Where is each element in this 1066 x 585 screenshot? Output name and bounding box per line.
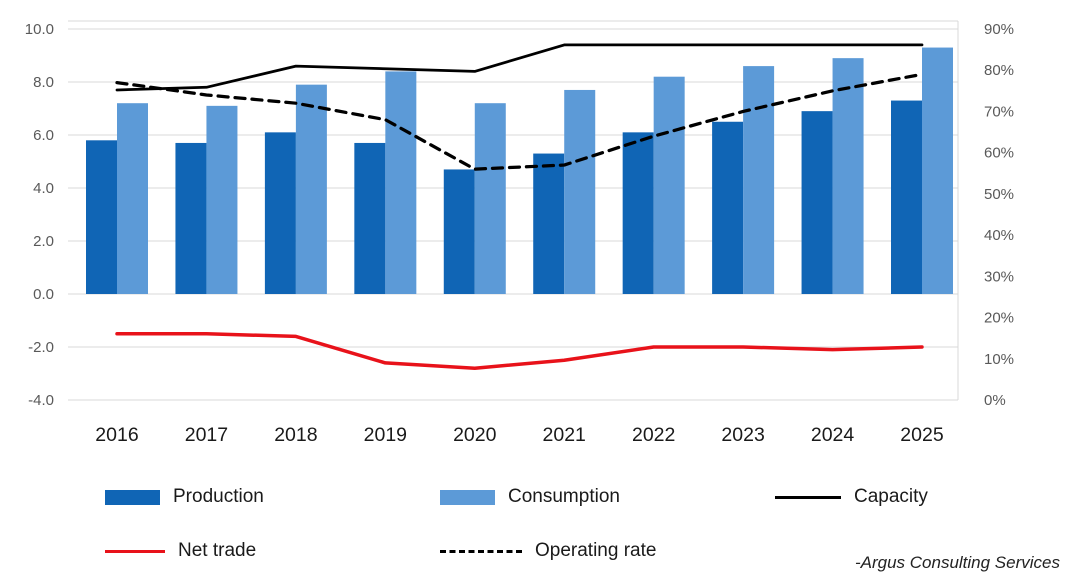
x-axis-label: 2020 <box>453 424 497 446</box>
right-axis-tick: 90% <box>984 21 1014 38</box>
operating-rate-line-icon <box>440 549 522 553</box>
bar-production-2024 <box>801 111 833 295</box>
left-axis-tick: -2.0 <box>28 339 54 356</box>
right-axis-tick: 80% <box>984 62 1014 79</box>
legend-item-net-trade: Net trade <box>105 540 256 562</box>
x-axis-label: 2023 <box>721 424 764 446</box>
legend-item-operating-rate: Operating rate <box>440 540 656 562</box>
bar-production-2025 <box>891 100 922 294</box>
left-axis-tick: -4.0 <box>28 392 54 409</box>
bar-consumption-2025 <box>922 47 953 294</box>
bar-production-2016 <box>86 140 117 294</box>
right-axis-tick: 40% <box>984 227 1014 244</box>
left-axis-tick: 4.0 <box>33 180 54 197</box>
x-axis-label: 2025 <box>900 424 944 446</box>
bar-consumption-2016 <box>117 103 148 294</box>
x-axis-label: 2019 <box>364 424 407 446</box>
x-axis-label: 2021 <box>543 424 586 446</box>
production-swatch-icon <box>105 489 160 505</box>
legend-label-operating-rate: Operating rate <box>535 540 657 561</box>
bar-production-2023 <box>712 121 744 294</box>
x-axis-label: 2017 <box>185 424 228 446</box>
bar-production-2017 <box>175 142 207 294</box>
right-axis-tick: 30% <box>984 268 1014 285</box>
right-axis-tick: 10% <box>984 351 1014 368</box>
legend-item-production: Production <box>105 486 264 508</box>
line-capacity <box>115 43 924 92</box>
legend-label-consumption: Consumption <box>508 486 620 507</box>
x-axis-label: 2016 <box>95 424 138 446</box>
bar-consumption-2017 <box>206 105 238 294</box>
x-axis-label: 2018 <box>274 424 317 446</box>
bar-consumption-2018 <box>295 84 327 295</box>
consumption-swatch-icon <box>440 489 495 505</box>
attribution-text: -Argus Consulting Services <box>854 553 1060 572</box>
left-axis-tick: 2.0 <box>33 233 54 250</box>
legend-label-capacity: Capacity <box>854 486 928 507</box>
bar-consumption-2020 <box>474 103 506 294</box>
bar-production-2020 <box>443 169 475 294</box>
x-axis-label: 2024 <box>811 424 855 446</box>
left-axis-tick: 0.0 <box>33 286 54 303</box>
bar-consumption-2023 <box>743 66 775 294</box>
bar-consumption-2021 <box>564 89 596 294</box>
capacity-line-icon <box>775 495 841 499</box>
x-axis-label: 2022 <box>632 424 675 446</box>
combo-chart: 10.0 8.0 6.0 4.0 2.0 0.0 -2.0 -4.0 90% 80% 70% 60% 5… <box>25 20 1014 446</box>
right-axis-tick: 70% <box>984 103 1014 120</box>
line-operating-rate <box>115 72 924 171</box>
bar-production-2018 <box>264 132 296 294</box>
bar-production-2019 <box>354 142 386 294</box>
right-axis-tick: 50% <box>984 186 1014 203</box>
bar-consumption-2022 <box>653 76 685 294</box>
legend-item-consumption: Consumption <box>440 486 620 508</box>
right-axis-tick: 20% <box>984 310 1014 327</box>
left-axis-tick: 6.0 <box>33 127 54 144</box>
net-trade-line-icon <box>105 549 165 553</box>
bar-production-2021 <box>533 153 565 294</box>
left-axis-tick: 8.0 <box>33 74 54 91</box>
bar-production-2022 <box>622 132 654 294</box>
legend-label-net-trade: Net trade <box>178 540 257 561</box>
legend-item-capacity: Capacity <box>775 486 928 508</box>
left-axis-tick: 10.0 <box>25 21 54 38</box>
bar-consumption-2024 <box>832 58 864 295</box>
line-net-trade <box>115 332 924 370</box>
right-axis-tick: 0% <box>984 392 1006 409</box>
legend-label-production: Production <box>173 486 264 507</box>
bar-consumption-2019 <box>385 71 417 295</box>
right-axis-tick: 60% <box>984 145 1014 162</box>
